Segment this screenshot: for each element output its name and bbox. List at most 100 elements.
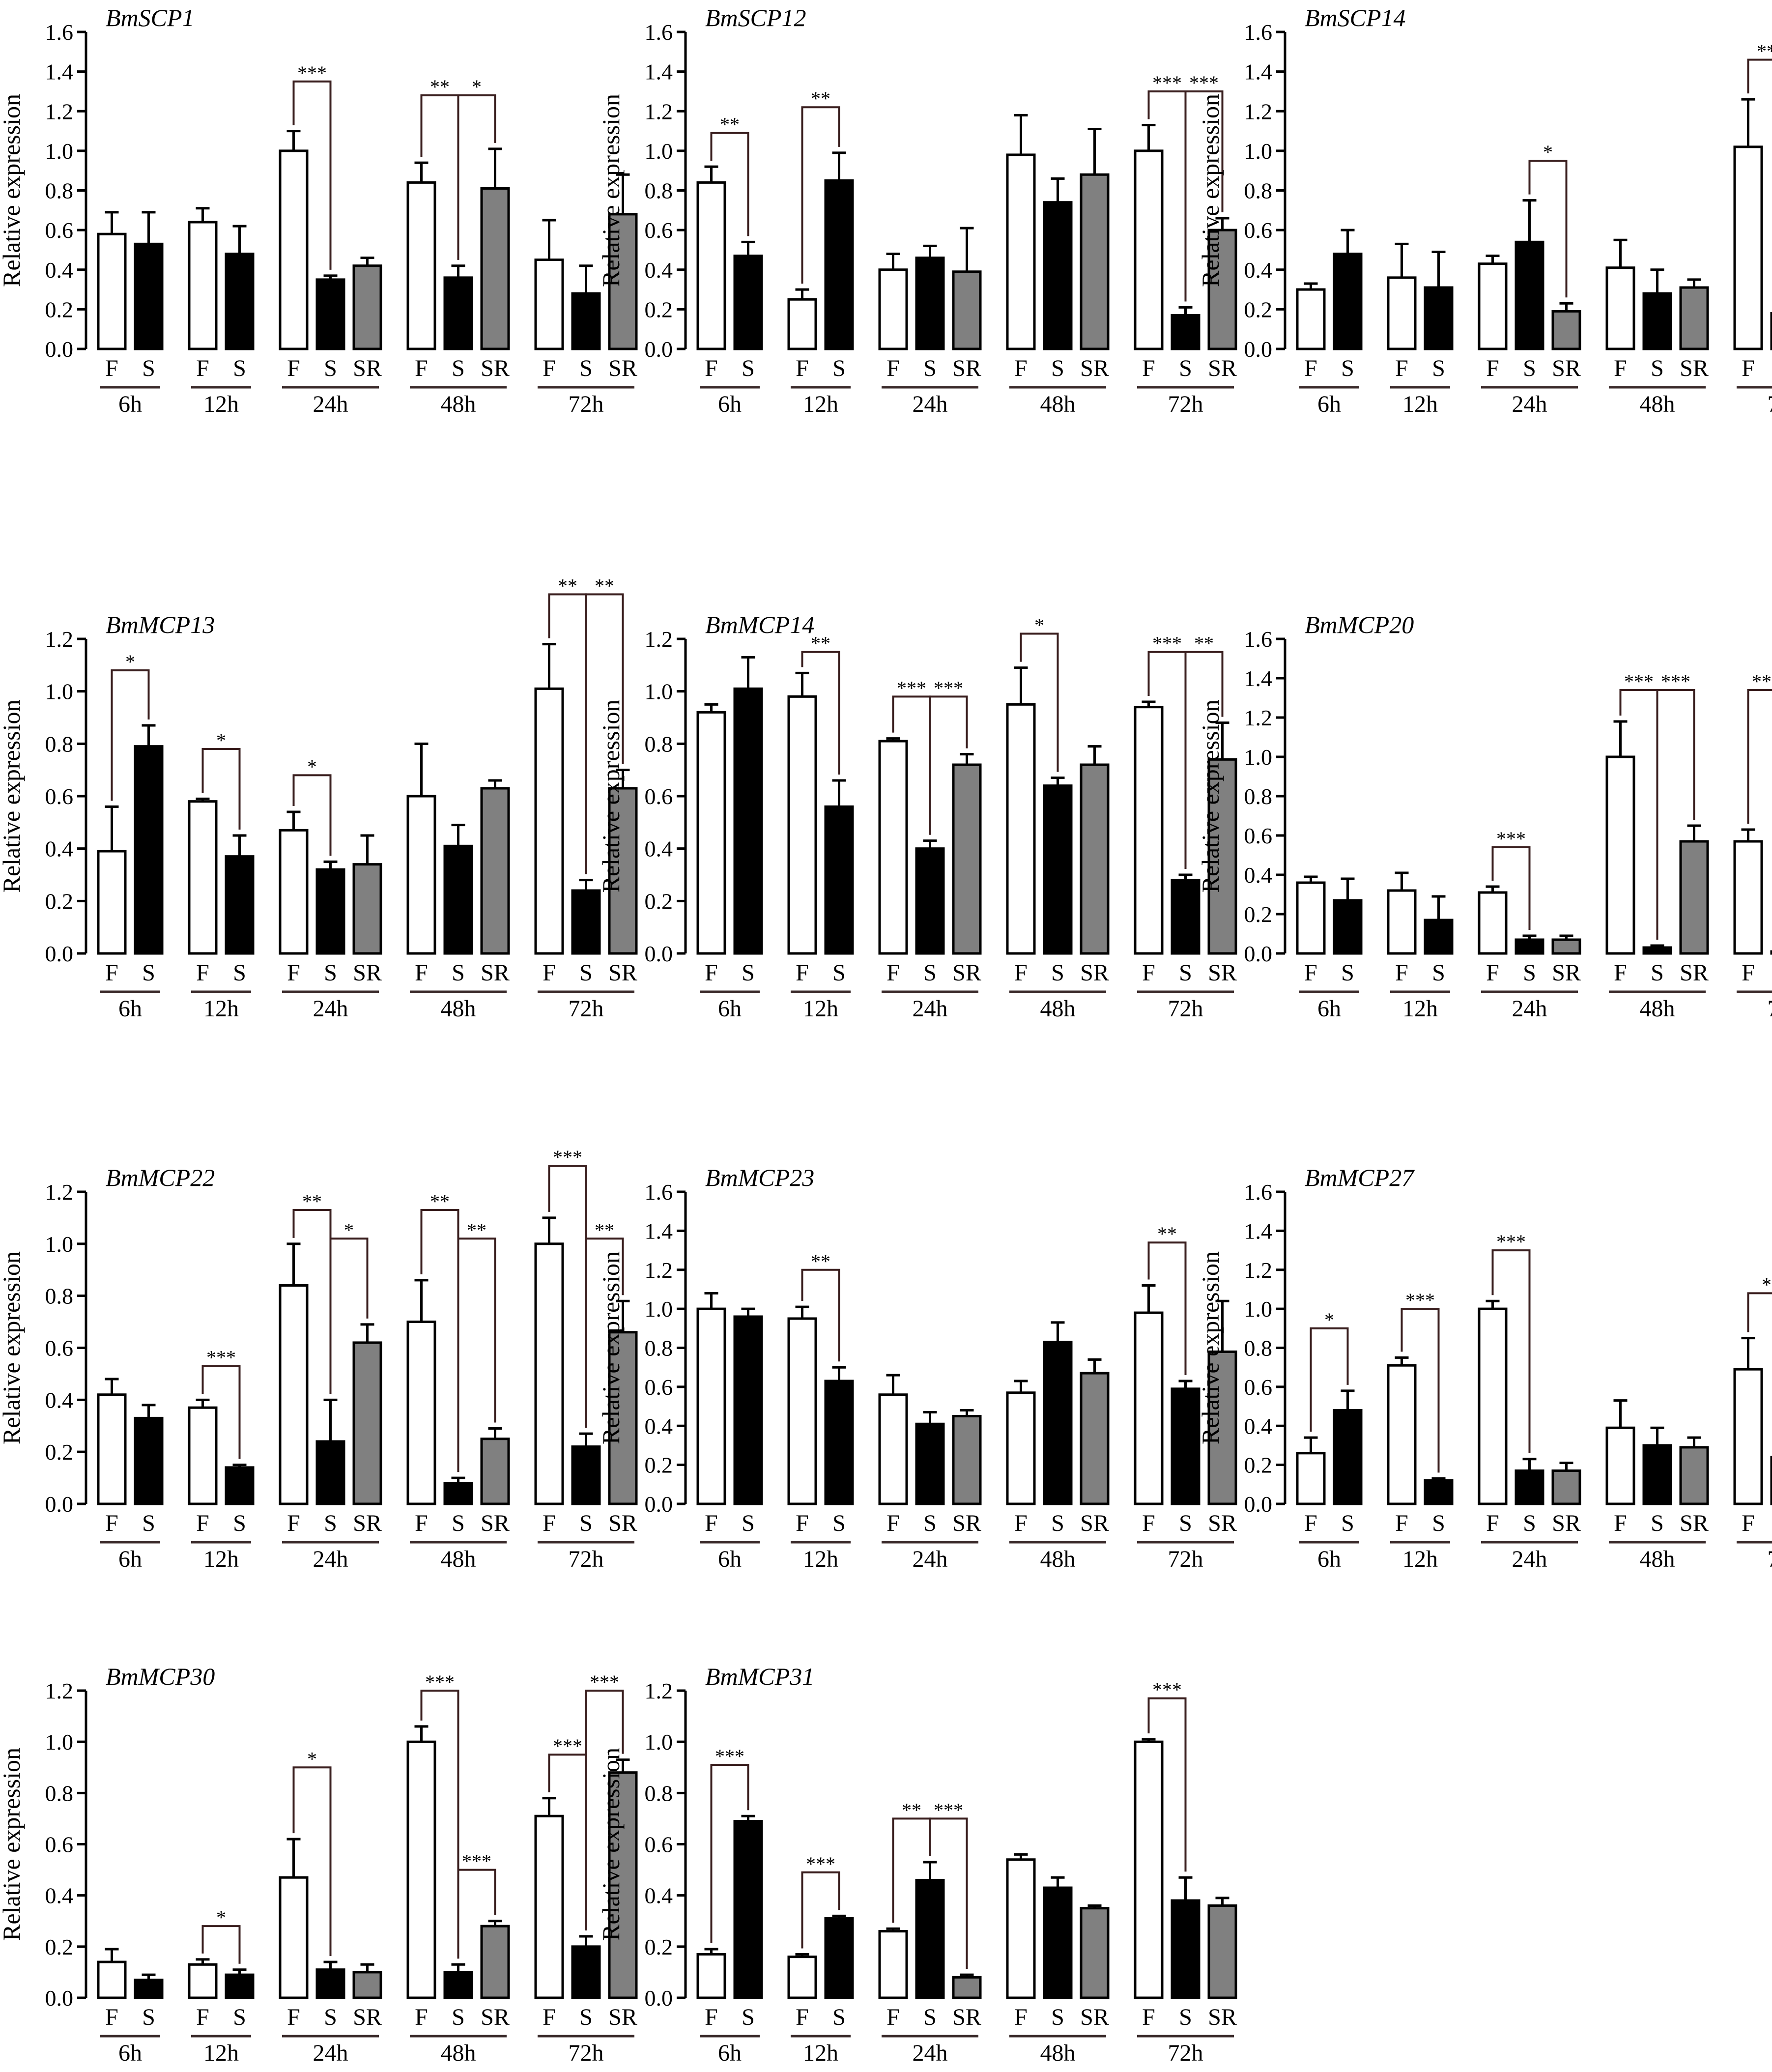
y-tick-label: 1.4 [1244,59,1273,85]
bar-24h-F [878,740,908,955]
bar-6h-S [1333,899,1363,955]
y-tick-label: 1.0 [45,679,74,704]
significance-bracket [585,593,624,874]
bar-48h-S [1642,1444,1672,1505]
condition-label: S [832,355,846,381]
condition-label: SR [353,1510,382,1536]
bar-48h-SR [480,787,510,955]
condition-label: F [415,355,428,381]
group-label: 12h [1402,996,1438,1022]
group-label: 12h [803,2040,838,2066]
condition-label: F [1142,1510,1155,1536]
y-tick-label: 0.6 [1244,1375,1273,1400]
group-label: 48h [1640,996,1675,1022]
condition-label: S [742,1510,755,1536]
condition-label: S [233,960,246,986]
group-label: 72h [1168,2040,1203,2066]
condition-label: SR [952,960,981,986]
condition-label: F [1014,960,1028,986]
y-axis-label: Relative expression [1197,700,1224,893]
condition-label: F [886,1510,900,1536]
y-tick-label: 0.2 [645,1453,673,1478]
condition-label: S [1179,1510,1192,1536]
bar-48h-F [1605,1426,1635,1505]
condition-label: S [832,2004,846,2030]
bar-48h-S [1043,201,1073,350]
y-tick-label: 0.2 [1244,297,1273,322]
chart-panel-BmMCP30: BmMCP30 0.0 0.2 0.4 0.6 0.8 1.0 1.2 Relative exp… [0,1663,638,2066]
y-tick-label: 0.0 [45,1492,74,1517]
group-label: 48h [1040,391,1076,417]
group-label: 72h [1168,391,1203,417]
bar-6h-F [97,850,127,955]
y-tick-label: 0.8 [645,1781,673,1806]
condition-label: F [705,960,718,986]
condition-label: S [742,355,755,381]
condition-label: S [1179,355,1192,381]
y-tick-label: 1.2 [1244,99,1273,124]
bar-12h-S [225,1973,255,1999]
bar-12h-S [1424,1479,1454,1505]
y-tick-label: 1.0 [645,1729,673,1755]
y-tick-label: 1.0 [1244,139,1273,164]
bar-72h-F [1733,145,1763,350]
significance-bracket [420,1690,459,1959]
group-label: 12h [203,391,239,417]
condition-label: S [324,1510,337,1536]
bar-24h-F [1478,1307,1508,1505]
group-label: 12h [1402,1546,1438,1572]
condition-label: S [1523,960,1536,986]
condition-label: S [142,2004,155,2030]
significance-bracket [457,1237,496,1472]
condition-label: S [1432,960,1445,986]
bar-72h-F [1134,1311,1164,1505]
condition-label: S [1341,960,1354,986]
condition-label: S [233,2004,246,2030]
y-axis-label: Relative expression [597,1251,625,1444]
group-label: 48h [1640,1546,1675,1572]
bar-6h-F [1296,1452,1326,1505]
y-tick-label: 0.8 [45,1781,74,1806]
chart-panel-BmSCP1: BmSCP1 0.0 0.2 0.4 0.6 0.8 1.0 1.2 1.4 1.6 Relativ… [0,4,638,417]
bar-48h-S [1642,292,1672,350]
condition-label: F [1742,960,1755,986]
significance-bracket [801,651,840,775]
condition-label: F [105,1510,118,1536]
group-label: 12h [203,996,239,1022]
y-tick-label: 1.2 [45,99,74,124]
y-tick-label: 0.0 [645,337,673,362]
significance-label: * [1324,1309,1334,1331]
condition-label: S [1051,2004,1064,2030]
condition-label: S [452,960,465,986]
chart-panel-BmMCP20: BmMCP20 0.0 0.2 0.4 0.6 0.8 1.0 1.2 1.4 1.6 Relati… [1197,611,1772,1022]
chart-panel-BmMCP22: BmMCP22 0.0 0.2 0.4 0.6 0.8 1.0 1.2 Relative exp… [0,1146,638,1572]
significance-bracket [1400,1308,1440,1473]
condition-label: S [1179,960,1192,986]
condition-label: F [1304,1510,1317,1536]
significance-bracket [1747,1292,1772,1332]
bar-24h-F [878,1930,908,1999]
y-tick-label: 0.4 [45,258,74,283]
condition-label: F [1614,960,1627,986]
chart-title: BmMCP13 [106,611,215,638]
bar-24h-S [315,868,345,955]
significance-label: *** [553,1735,582,1757]
y-tick-label: 0.8 [45,731,74,756]
group-label: 6h [1317,391,1341,417]
bar-72h-S [571,889,601,955]
condition-label: F [705,2004,718,2030]
significance-bracket [1310,1327,1349,1432]
y-tick-label: 0.8 [1244,1336,1273,1361]
bar-24h-SR [952,270,982,350]
bar-48h-S [443,844,473,955]
bar-72h-S [1171,314,1200,350]
condition-label: S [742,2004,755,2030]
condition-label: F [1142,2004,1155,2030]
group-label: 48h [441,2040,476,2066]
y-axis-label: Relative expression [0,1251,25,1444]
significance-label: *** [934,1799,963,1821]
group-label: 6h [718,996,742,1022]
significance-bracket [801,1871,840,1949]
significance-bracket [1184,90,1224,302]
condition-label: SR [1680,355,1709,381]
